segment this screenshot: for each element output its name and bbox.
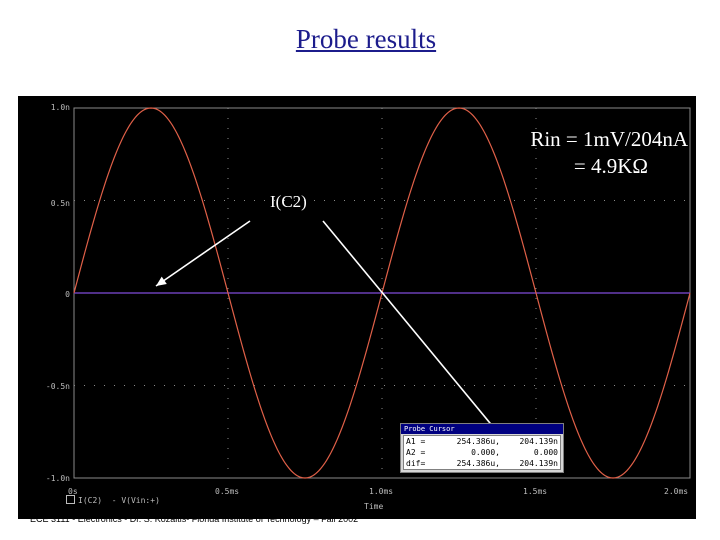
y-tick-label: -0.5n: [45, 382, 70, 391]
cursor-row-dif: dif= 254.386u, 204.139n: [404, 458, 560, 469]
x-axis-label: Time: [364, 502, 384, 511]
x-tick-label: 1.5ms: [523, 487, 548, 496]
cursor-x-value: 254.386u,: [456, 437, 500, 446]
rin-formula: Rin = 1mV/204nA: [530, 127, 688, 151]
probe-plot-window[interactable]: 1.0n 0.5n 0 -0.5n -1.0n 0s 0.5ms 1.0ms 1…: [18, 96, 696, 519]
trace-annotation: I(C2): [270, 192, 307, 211]
annotation-arrow-left: [155, 220, 251, 287]
y-tick-label: -1.0n: [45, 474, 70, 483]
annotation-arrow-left-head: [156, 276, 167, 286]
cursor-row-a2: A2 = 0.000, 0.000: [404, 447, 560, 458]
rin-value: = 4.9KΩ: [573, 154, 648, 178]
rin-annotation: Rin = 1mV/204nA = 4.9KΩ: [504, 126, 688, 180]
cursor-x-value: 0.000,: [471, 448, 500, 457]
trace-legend[interactable]: I(C2) - V(Vin:+): [66, 495, 160, 505]
x-tick-label: 1.0ms: [369, 487, 394, 496]
cursor-y-value: 204.139n: [519, 437, 558, 446]
legend-marker-icon: [66, 495, 75, 504]
cursor-values: A1 = 254.386u, 204.139n A2 = 0.000, 0.00…: [403, 435, 561, 470]
legend-text: I(C2) - V(Vin:+): [78, 496, 160, 505]
cursor-y-value: 0.000: [533, 448, 558, 457]
probe-cursor-window[interactable]: Probe Cursor A1 = 254.386u, 204.139n A2 …: [400, 423, 564, 473]
cursor-y-value: 204.139n: [519, 459, 558, 468]
slide-title: Probe results: [295, 24, 437, 54]
cursor-row-label: A1 =: [406, 437, 426, 446]
cursor-x-value: 254.386u,: [456, 459, 500, 468]
y-tick-label: 0: [65, 290, 70, 299]
cursor-window-title: Probe Cursor: [401, 424, 563, 434]
x-tick-label: 0.5ms: [215, 487, 240, 496]
cursor-row-a1: A1 = 254.386u, 204.139n: [404, 436, 560, 447]
y-tick-label: 0.5n: [50, 199, 70, 208]
probe-plot[interactable]: [18, 96, 696, 519]
cursor-row-label: dif=: [406, 459, 426, 468]
annotation-arrow-right: [322, 220, 524, 464]
cursor-row-label: A2 =: [406, 448, 426, 457]
x-tick-label: 2.0ms: [664, 487, 689, 496]
y-tick-label: 1.0n: [50, 103, 70, 112]
x-tick-label: 0s: [68, 487, 78, 496]
slide-footer: ECE 3111 - Electronics - Dr. S. Kozaitis…: [30, 514, 359, 524]
